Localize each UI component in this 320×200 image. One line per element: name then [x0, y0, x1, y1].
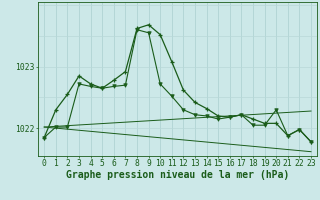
X-axis label: Graphe pression niveau de la mer (hPa): Graphe pression niveau de la mer (hPa)	[66, 170, 289, 180]
